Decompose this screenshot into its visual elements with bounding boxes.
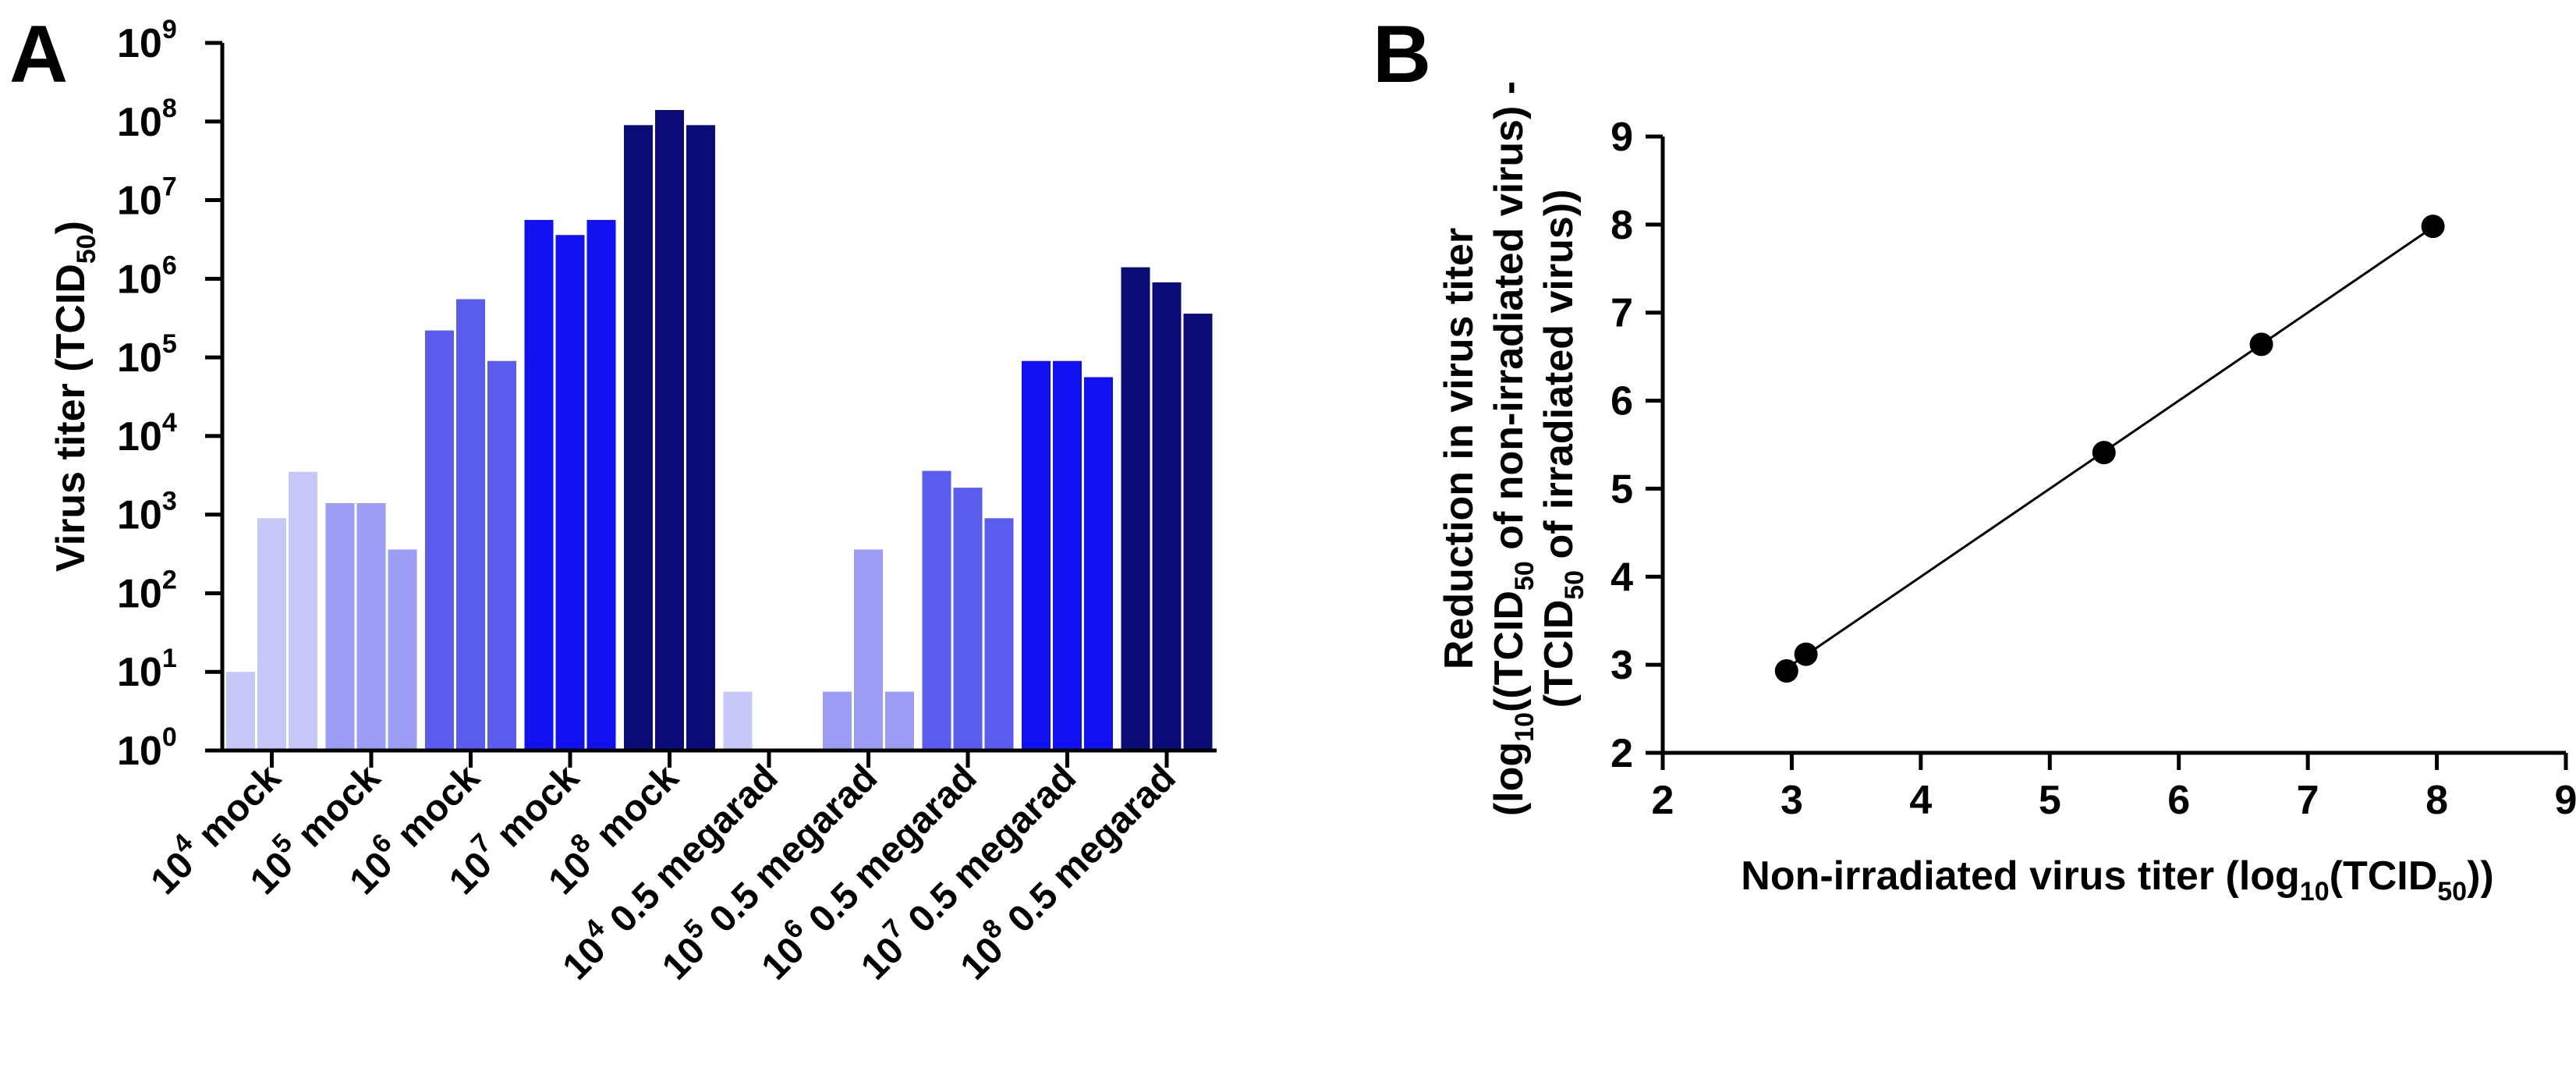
y-tick-label-a-1: 101 — [117, 644, 177, 695]
x-tick-label-b-1: 3 — [1781, 778, 1803, 823]
point-b-1 — [1794, 642, 1818, 666]
y-tick-label-b-7: 9 — [1610, 115, 1633, 160]
bar-g6-b2 — [885, 691, 914, 750]
y-tick-label-b-5: 7 — [1610, 291, 1633, 336]
bar-g1-b0 — [325, 502, 355, 750]
x-tick-label-b-0: 2 — [1652, 778, 1674, 823]
point-b-4 — [2421, 215, 2445, 239]
y-axis-label-b: Reduction in virus titer (log10((TCID50 … — [1437, 81, 1589, 816]
bar-g0-b0 — [226, 672, 255, 750]
bar-g2-b2 — [487, 360, 516, 750]
y-axis-label-b-line2: (log10((TCID50 of non-irradiated virus) … — [1486, 81, 1540, 816]
bar-g7-b1 — [953, 488, 983, 750]
points-b — [1774, 215, 2445, 683]
x-tick-label-b-5: 7 — [2297, 778, 2319, 823]
y-tick-label-b-0: 2 — [1610, 731, 1633, 776]
panel-b-scatter-chart: 2 3 4 5 6 7 8 9 2 3 4 5 6 7 8 9 Non-irradiated virus ti… — [1437, 81, 2576, 907]
y-axis-label-a: Virus titer (TCID50) — [48, 221, 101, 572]
y-tick-label-a-0: 100 — [117, 722, 177, 774]
bar-g8-b2 — [1084, 377, 1113, 750]
bar-g8-b1 — [1053, 360, 1082, 750]
point-b-3 — [2249, 332, 2273, 357]
bar-g0-b1 — [257, 518, 286, 750]
bar-g3-b1 — [555, 235, 585, 751]
bar-g8-b0 — [1022, 360, 1051, 750]
y-tick-label-b-4: 6 — [1610, 379, 1633, 424]
x-tick-label-b-2: 4 — [1909, 778, 1932, 823]
point-b-2 — [2092, 441, 2116, 465]
bar-g9-b0 — [1121, 267, 1150, 750]
panel-a-bar-chart: 100 101 102 103 104 105 106 107 108 109 104 mock1… — [48, 15, 1217, 988]
y-tick-label-a-8: 108 — [117, 94, 177, 145]
bar-g2-b1 — [456, 299, 485, 750]
bars-a — [226, 110, 1213, 751]
y-tick-label-b-2: 4 — [1610, 555, 1633, 600]
bar-g5-b0 — [723, 691, 753, 750]
x-tick-label-b-4: 6 — [2167, 778, 2190, 823]
y-tick-label-a-3: 103 — [117, 487, 177, 538]
bar-g1-b2 — [388, 549, 417, 750]
panel-b-letter: B — [1373, 9, 1431, 100]
y-tick-label-a-5: 105 — [117, 329, 177, 381]
bar-g1-b1 — [356, 502, 386, 750]
bar-g7-b2 — [984, 518, 1014, 750]
bar-g4-b2 — [686, 125, 715, 751]
y-tick-label-a-6: 106 — [117, 250, 177, 302]
y-tick-label-b-3: 5 — [1610, 467, 1633, 512]
panel-a-letter: A — [9, 9, 68, 100]
x-tick-label-b-3: 5 — [2039, 778, 2061, 823]
ticks-b: 2 3 4 5 6 7 8 9 2 3 4 5 6 7 8 9 — [1610, 115, 2576, 823]
bar-g6-b1 — [854, 549, 883, 750]
y-axis-label-b-line1: Reduction in virus titer — [1437, 228, 1482, 669]
y-tick-label-b-1: 3 — [1610, 643, 1633, 688]
bar-g3-b2 — [586, 219, 616, 750]
y-axis-label-b-line3: (TCID50 of irradiated virus)) — [1536, 190, 1589, 708]
x-axis-label-b: Non-irradiated virus titer (log10(TCID50… — [1741, 853, 2493, 907]
y-tick-label-b-6: 8 — [1610, 203, 1633, 248]
bar-g6-b0 — [823, 691, 852, 750]
bar-g3-b0 — [524, 219, 554, 750]
bar-g4-b0 — [624, 125, 653, 751]
bar-g7-b0 — [922, 470, 951, 750]
x-tick-label-b-7: 9 — [2555, 778, 2576, 823]
point-b-0 — [1774, 659, 1798, 683]
bar-g0-b2 — [289, 471, 317, 750]
bar-g4-b1 — [655, 110, 684, 750]
y-tick-label-a-4: 104 — [117, 408, 177, 459]
bar-g9-b1 — [1152, 282, 1182, 750]
y-tick-label-a-2: 102 — [117, 565, 177, 616]
y-tick-label-a-9: 109 — [117, 15, 177, 66]
bar-g9-b2 — [1183, 314, 1213, 750]
y-ticks-a: 100 101 102 103 104 105 106 107 108 109 — [117, 15, 222, 774]
x-tick-label-b-6: 8 — [2425, 778, 2448, 823]
y-tick-label-a-7: 107 — [117, 172, 177, 224]
bar-g2-b0 — [425, 330, 454, 750]
